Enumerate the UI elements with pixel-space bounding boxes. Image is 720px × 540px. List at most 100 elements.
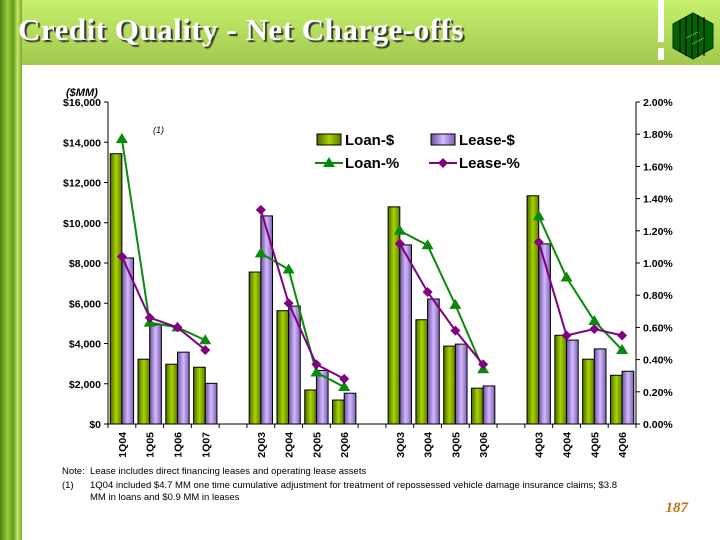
- loan-pct-marker: [616, 343, 629, 354]
- y2-tick-label: 1.00%: [643, 258, 673, 270]
- lease-pct-marker: [116, 251, 127, 262]
- header-divider: [658, 0, 664, 42]
- loan-pct-marker: [199, 334, 212, 345]
- legend-label: Loan-%: [345, 155, 399, 172]
- y2-tick-label: 1.60%: [643, 161, 673, 173]
- loan-bar: [415, 319, 429, 425]
- loan-bar: [109, 153, 123, 425]
- loan-pct-marker: [115, 133, 128, 144]
- decorative-stripe: [0, 0, 22, 540]
- y-tick-label: $12,000: [63, 178, 101, 190]
- y-tick-label: $4,000: [69, 339, 101, 351]
- lease-pct-marker: [172, 322, 183, 333]
- legend-swatch: [316, 133, 342, 146]
- lease-pct-marker: [589, 324, 600, 335]
- legend-label: Lease-$: [459, 132, 516, 149]
- loan-bar: [582, 358, 595, 425]
- y2-tick-label: 1.20%: [643, 226, 673, 238]
- legend-label: Lease-%: [459, 155, 520, 172]
- header-divider-dot: [658, 48, 664, 60]
- y2-tick-label: 1.40%: [643, 194, 673, 206]
- loan-bar: [276, 310, 290, 425]
- lease-pct-marker: [255, 204, 266, 215]
- y2-tick-label: 0.40%: [643, 355, 673, 367]
- lease-pct-marker: [283, 298, 294, 309]
- y2-tick-label: 0.20%: [643, 387, 673, 399]
- lease-pct-marker: [311, 359, 322, 370]
- note-text: Lease includes direct financing leases a…: [90, 466, 367, 477]
- lease-pct-marker: [144, 312, 155, 323]
- lease-bar: [621, 370, 635, 425]
- legend-marker: [323, 157, 335, 167]
- lease-bar: [204, 382, 218, 425]
- lease-bar: [121, 257, 135, 425]
- loan-pct-marker: [338, 380, 351, 391]
- lease-pct-marker: [422, 286, 433, 297]
- y-tick-label: $14,000: [63, 137, 101, 149]
- y-tick-label: $8,000: [69, 258, 101, 270]
- loan-pct-line: [537, 215, 623, 351]
- x-tick-label: 3Q04: [423, 432, 435, 458]
- lease-pct-marker: [561, 330, 572, 341]
- loan-bar: [470, 387, 484, 425]
- loan-bar: [332, 399, 345, 425]
- lease-bar: [315, 369, 329, 425]
- note-label: Note:: [62, 466, 85, 477]
- loan-bar: [554, 334, 568, 425]
- lease-bar: [593, 348, 607, 425]
- x-tick-label: 3Q03: [395, 432, 407, 458]
- lease-pct-line: [259, 209, 345, 380]
- loan-pct-marker: [449, 298, 462, 309]
- lease-bar: [454, 343, 468, 425]
- loan-pct-line: [260, 252, 345, 388]
- loan-bar: [165, 363, 178, 425]
- loan-pct-marker: [254, 247, 267, 258]
- lease-bar: [427, 298, 440, 425]
- page-number: 187: [665, 500, 689, 516]
- footnote-label: (1): [62, 480, 74, 491]
- y2-tick-label: 0.80%: [643, 290, 673, 302]
- loan-bar: [304, 389, 317, 425]
- y-tick-label: $16,000: [63, 97, 101, 109]
- lease-bar: [343, 392, 357, 425]
- footnote-line-1: 1Q04 included $4.7 MM one time cumulativ…: [90, 480, 617, 491]
- lease-pct-marker: [450, 325, 461, 336]
- footnote-line-2: MM in loans and $0.9 MM in leases: [90, 492, 240, 503]
- lease-bar: [538, 243, 551, 425]
- loan-bar: [526, 195, 540, 425]
- x-tick-label: 1Q04: [117, 432, 129, 458]
- x-tick-label: 1Q06: [172, 432, 184, 458]
- x-tick-label: 2Q06: [339, 432, 351, 458]
- lease-bar: [288, 305, 301, 425]
- loan-pct-marker: [588, 314, 601, 325]
- loan-pct-line: [120, 138, 206, 342]
- x-tick-label: 2Q04: [284, 432, 296, 458]
- loan-pct-marker: [532, 210, 545, 221]
- loan-pct-marker: [282, 263, 295, 274]
- y-tick-label: $10,000: [63, 218, 101, 230]
- y-tick-label: $2,000: [69, 379, 101, 391]
- legend-marker: [438, 158, 448, 168]
- net-chargeoffs-chart: $0 $2,000 $4,000 $6,000 $8,000 $10,000 $12,000…: [63, 87, 673, 458]
- x-tick-label: 4Q06: [617, 432, 629, 458]
- y2-tick-label: 1.80%: [643, 129, 673, 141]
- x-tick-label: 3Q06: [478, 432, 490, 458]
- x-tick-label: 4Q04: [562, 432, 574, 458]
- x-tick-label: 3Q05: [450, 432, 462, 458]
- lease-bar: [149, 324, 162, 425]
- y-tick-label: $6,000: [69, 298, 101, 310]
- header-bar: [22, 0, 720, 65]
- y-axis-label: ($MM): [66, 87, 98, 99]
- lease-pct-marker: [478, 359, 489, 370]
- lease-bar: [260, 215, 274, 425]
- loan-bar: [193, 366, 206, 425]
- legend-swatch: [430, 133, 456, 146]
- loan-bar: [609, 374, 623, 425]
- footnote-marker: (1): [153, 125, 164, 135]
- x-tick-label: 2Q03: [256, 432, 268, 458]
- x-tick-label: 4Q05: [589, 432, 601, 458]
- loan-pct-marker: [310, 366, 323, 377]
- lease-bar: [399, 244, 412, 425]
- lease-pct-line: [537, 241, 623, 337]
- x-tick-label: 1Q05: [145, 432, 157, 458]
